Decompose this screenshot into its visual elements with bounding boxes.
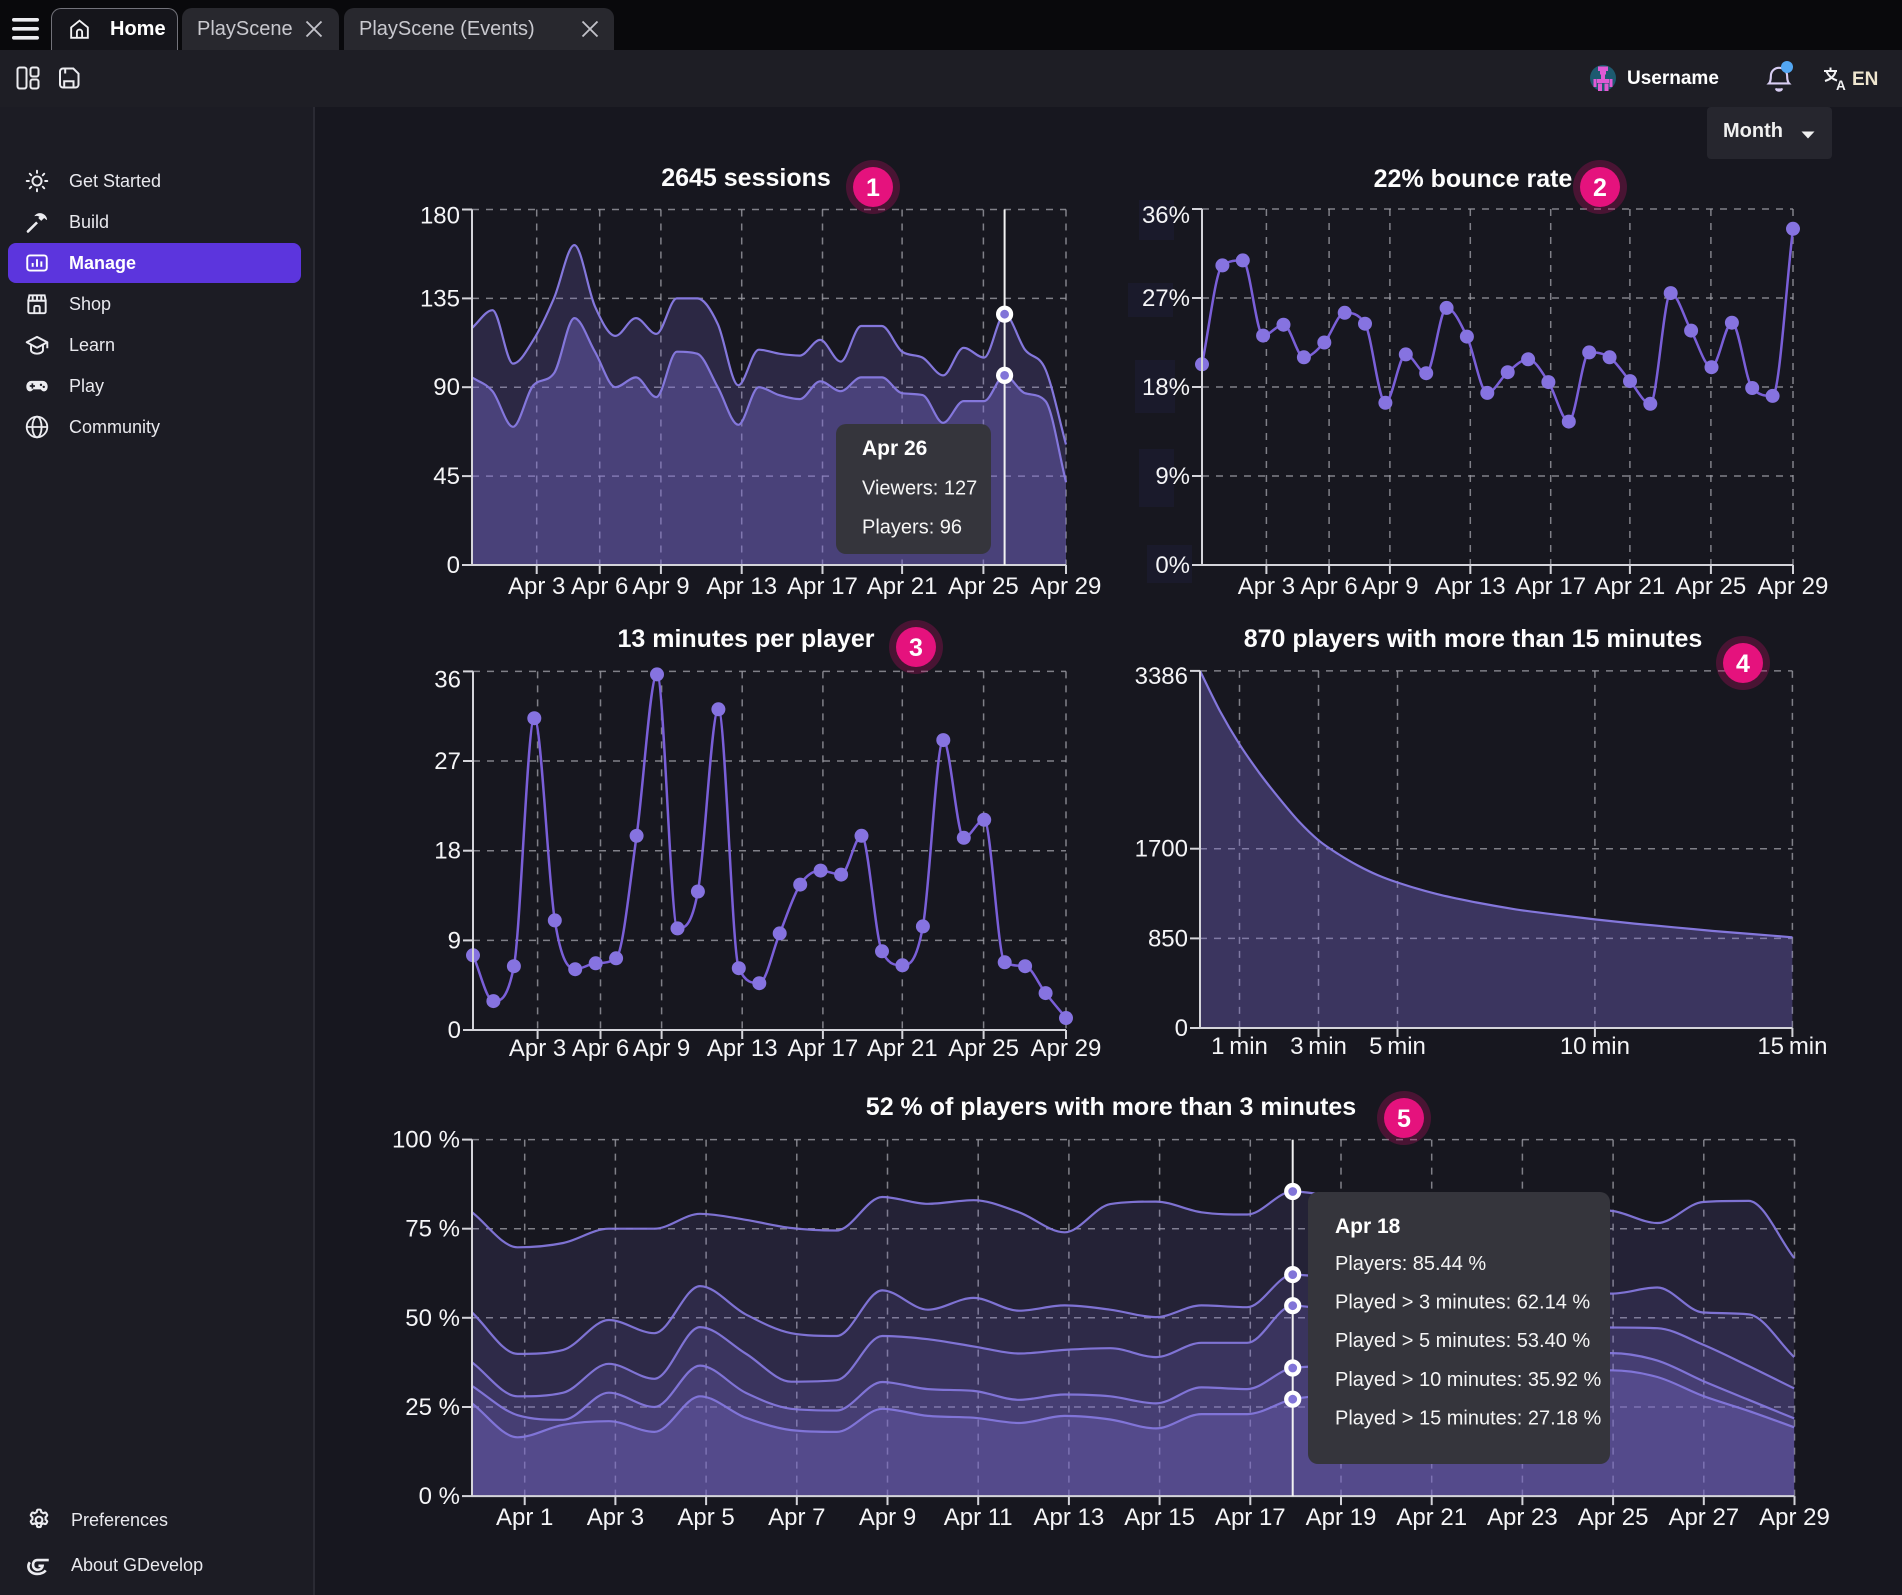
svg-text:Apr 15: Apr 15 bbox=[1124, 1504, 1195, 1531]
svg-text:Apr 25: Apr 25 bbox=[948, 1035, 1019, 1062]
svg-text:Apr 6: Apr 6 bbox=[1300, 573, 1357, 600]
svg-text:5: 5 bbox=[1397, 1105, 1411, 1133]
svg-text:Played > 15 minutes: 27.18 %: Played > 15 minutes: 27.18 % bbox=[1335, 1407, 1601, 1429]
svg-text:3 min: 3 min bbox=[1290, 1033, 1347, 1060]
svg-text:850: 850 bbox=[1148, 925, 1188, 952]
svg-text:25 %: 25 % bbox=[405, 1394, 460, 1421]
svg-text:Apr 9: Apr 9 bbox=[859, 1504, 916, 1531]
svg-text:10 min: 10 min bbox=[1560, 1033, 1630, 1060]
svg-text:5 min: 5 min bbox=[1369, 1033, 1426, 1060]
svg-text:9: 9 bbox=[448, 927, 461, 954]
svg-text:Apr 3: Apr 3 bbox=[587, 1504, 644, 1531]
svg-text:Apr 13: Apr 13 bbox=[1435, 573, 1506, 600]
svg-text:Apr 21: Apr 21 bbox=[1396, 1504, 1467, 1531]
svg-text:Apr 6: Apr 6 bbox=[572, 1035, 629, 1062]
svg-text:Apr 29: Apr 29 bbox=[1031, 573, 1102, 600]
svg-text:22% bounce rate: 22% bounce rate bbox=[1374, 165, 1573, 193]
svg-text:180: 180 bbox=[420, 203, 460, 230]
svg-text:Apr 9: Apr 9 bbox=[632, 573, 689, 600]
svg-text:Played > 5 minutes: 53.40 %: Played > 5 minutes: 53.40 % bbox=[1335, 1330, 1590, 1352]
svg-text:Apr 13: Apr 13 bbox=[706, 573, 777, 600]
svg-text:Apr 23: Apr 23 bbox=[1487, 1504, 1558, 1531]
svg-text:2: 2 bbox=[1593, 174, 1607, 202]
svg-text:Apr 21: Apr 21 bbox=[867, 1035, 938, 1062]
svg-text:18: 18 bbox=[434, 838, 461, 865]
svg-text:Apr 13: Apr 13 bbox=[1034, 1504, 1105, 1531]
svg-text:27%: 27% bbox=[1142, 285, 1190, 312]
svg-text:Apr 17: Apr 17 bbox=[1215, 1504, 1286, 1531]
svg-text:870 players with more than 15: 870 players with more than 15 minutes bbox=[1244, 625, 1703, 653]
svg-text:Played > 3 minutes: 62.14 %: Played > 3 minutes: 62.14 % bbox=[1335, 1292, 1590, 1314]
svg-text:Apr 25: Apr 25 bbox=[1578, 1504, 1649, 1531]
svg-text:90: 90 bbox=[433, 374, 460, 401]
svg-text:Viewers: 127: Viewers: 127 bbox=[862, 478, 977, 500]
svg-text:Apr 5: Apr 5 bbox=[677, 1504, 734, 1531]
svg-text:18%: 18% bbox=[1142, 374, 1190, 401]
svg-text:Apr 6: Apr 6 bbox=[571, 573, 628, 600]
svg-text:Apr 9: Apr 9 bbox=[633, 1035, 690, 1062]
svg-text:3386: 3386 bbox=[1135, 663, 1188, 690]
svg-text:Played > 10 minutes: 35.92 %: Played > 10 minutes: 35.92 % bbox=[1335, 1369, 1601, 1391]
svg-text:Apr 19: Apr 19 bbox=[1306, 1504, 1377, 1531]
svg-text:0: 0 bbox=[1175, 1015, 1188, 1042]
svg-text:Players: 85.44 %: Players: 85.44 % bbox=[1335, 1253, 1486, 1275]
svg-text:Apr 25: Apr 25 bbox=[948, 573, 1019, 600]
svg-text:1 min: 1 min bbox=[1211, 1033, 1268, 1060]
svg-text:Apr 3: Apr 3 bbox=[508, 573, 565, 600]
svg-text:Apr 27: Apr 27 bbox=[1668, 1504, 1739, 1531]
svg-text:Apr 11: Apr 11 bbox=[944, 1504, 1013, 1531]
svg-text:15 min: 15 min bbox=[1757, 1033, 1827, 1060]
svg-text:A: A bbox=[1836, 78, 1846, 92]
svg-text:Apr 29: Apr 29 bbox=[1759, 1504, 1830, 1531]
svg-text:Apr 3: Apr 3 bbox=[1238, 573, 1295, 600]
svg-text:Apr 13: Apr 13 bbox=[707, 1035, 778, 1062]
svg-text:0: 0 bbox=[447, 552, 460, 579]
svg-text:100 %: 100 % bbox=[392, 1127, 460, 1154]
svg-text:50 %: 50 % bbox=[405, 1305, 460, 1332]
svg-text:Apr 3: Apr 3 bbox=[509, 1035, 566, 1062]
svg-text:135: 135 bbox=[420, 285, 460, 312]
svg-text:4: 4 bbox=[1736, 650, 1750, 678]
svg-text:Apr 18: Apr 18 bbox=[1335, 1215, 1401, 1238]
svg-text:45: 45 bbox=[433, 463, 460, 490]
svg-text:0: 0 bbox=[448, 1017, 461, 1044]
svg-text:75 %: 75 % bbox=[405, 1216, 460, 1243]
svg-text:Apr 17: Apr 17 bbox=[788, 1035, 859, 1062]
svg-text:Apr 21: Apr 21 bbox=[867, 573, 938, 600]
svg-text:1700: 1700 bbox=[1135, 836, 1188, 863]
svg-text:Players: 96: Players: 96 bbox=[862, 517, 962, 539]
svg-text:Apr 9: Apr 9 bbox=[1361, 573, 1418, 600]
svg-text:3: 3 bbox=[909, 634, 923, 662]
svg-text:36%: 36% bbox=[1142, 202, 1190, 229]
svg-text:Apr 21: Apr 21 bbox=[1595, 573, 1666, 600]
svg-text:Apr 26: Apr 26 bbox=[862, 437, 927, 460]
svg-text:2645 sessions: 2645 sessions bbox=[661, 164, 831, 192]
svg-text:Apr 1: Apr 1 bbox=[496, 1504, 553, 1531]
svg-text:Apr 7: Apr 7 bbox=[768, 1504, 825, 1531]
svg-text:0%: 0% bbox=[1155, 552, 1190, 579]
svg-text:52 % of players with more than: 52 % of players with more than 3 minutes bbox=[866, 1093, 1356, 1121]
svg-text:Apr 29: Apr 29 bbox=[1758, 573, 1829, 600]
svg-text:27: 27 bbox=[434, 748, 461, 775]
svg-text:13 minutes per player: 13 minutes per player bbox=[617, 625, 874, 653]
svg-text:36: 36 bbox=[434, 666, 461, 693]
svg-text:9%: 9% bbox=[1155, 463, 1190, 490]
svg-text:Apr 29: Apr 29 bbox=[1031, 1035, 1102, 1062]
svg-text:0 %: 0 % bbox=[419, 1483, 460, 1510]
svg-text:Apr 17: Apr 17 bbox=[1515, 573, 1586, 600]
svg-text:1: 1 bbox=[866, 174, 880, 202]
svg-text:Apr 17: Apr 17 bbox=[787, 573, 858, 600]
svg-text:Apr 25: Apr 25 bbox=[1676, 573, 1747, 600]
